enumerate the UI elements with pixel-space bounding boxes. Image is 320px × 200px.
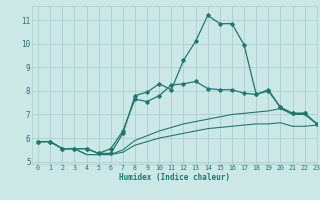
X-axis label: Humidex (Indice chaleur): Humidex (Indice chaleur): [119, 173, 230, 182]
